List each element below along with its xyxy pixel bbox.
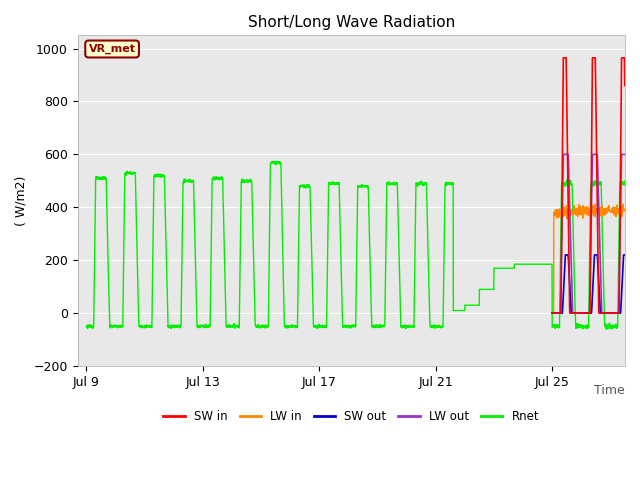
LW out: [588, 192, 595, 198]
Rnet: [93, 174, 100, 180]
Rnet: [621, 179, 628, 184]
SW in: [621, 83, 628, 88]
Rnet: [549, 323, 557, 328]
Rnet: [404, 323, 412, 328]
SW out: [565, 264, 573, 269]
Line: LW out: LW out: [552, 155, 625, 313]
Title: Short/Long Wave Radiation: Short/Long Wave Radiation: [248, 15, 455, 30]
Rnet: [83, 324, 90, 330]
LW out: [565, 172, 573, 178]
Rnet: [414, 181, 422, 187]
Rnet: [588, 179, 596, 184]
LW in: [621, 207, 628, 213]
SW in: [588, 137, 595, 143]
SW out: [588, 308, 595, 313]
SW in: [549, 310, 557, 316]
Y-axis label: ( W/m2): ( W/m2): [15, 176, 28, 226]
Line: LW in: LW in: [552, 204, 625, 313]
SW out: [549, 310, 557, 316]
LW in: [549, 310, 557, 316]
LW out: [621, 152, 628, 157]
LW out: [549, 310, 557, 316]
Text: Time: Time: [595, 384, 625, 397]
Rnet: [565, 180, 573, 186]
Line: Rnet: Rnet: [86, 161, 625, 329]
Line: SW in: SW in: [552, 58, 625, 313]
Legend: SW in, LW in, SW out, LW out, Rnet: SW in, LW in, SW out, LW out, Rnet: [159, 405, 544, 428]
Rnet: [269, 158, 277, 164]
Line: SW out: SW out: [552, 255, 625, 313]
LW in: [565, 210, 573, 216]
Text: VR_met: VR_met: [88, 44, 136, 54]
Rnet: [602, 326, 610, 332]
SW out: [621, 252, 628, 258]
LW in: [588, 207, 595, 213]
SW in: [565, 245, 573, 251]
